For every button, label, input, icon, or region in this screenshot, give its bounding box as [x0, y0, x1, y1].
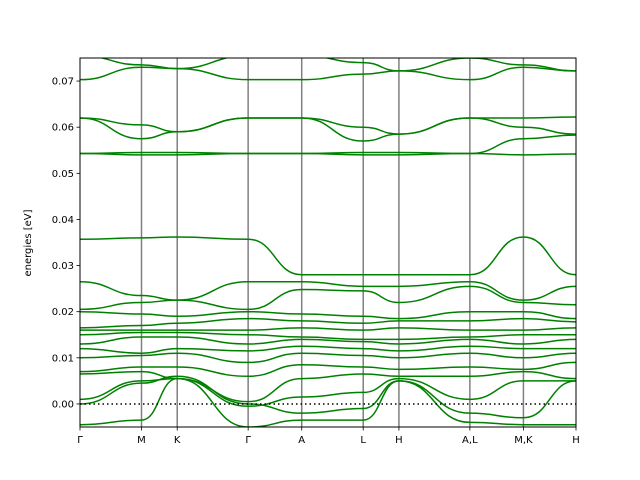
band-line	[80, 117, 576, 142]
plot-frame	[79, 57, 577, 428]
kpath-lines	[140, 58, 525, 427]
band-line	[80, 336, 576, 345]
x-tick-label: H	[395, 435, 403, 446]
band-line	[80, 345, 576, 354]
band-line	[98, 58, 576, 72]
band-line	[80, 285, 576, 311]
x-tick-label: A,L	[462, 435, 478, 446]
x-tick-label: H	[572, 435, 580, 446]
band-line	[80, 375, 576, 419]
y-tick-label: 0.05	[52, 169, 74, 180]
x-tick-label: Γ	[245, 435, 251, 446]
bands	[80, 58, 576, 427]
y-tick-label: 0.06	[52, 123, 74, 134]
y-tick-label: 0.01	[52, 353, 74, 364]
x-tick-label: L	[360, 435, 366, 446]
x-tick-label: M	[137, 435, 146, 446]
y-tick-label: 0.04	[52, 215, 74, 226]
band-line	[80, 331, 576, 341]
band-line	[80, 361, 576, 378]
x-tick-label: A	[298, 435, 305, 446]
band-line	[80, 280, 576, 301]
band-line	[80, 236, 576, 276]
y-tick-label: 0.00	[52, 399, 74, 410]
band-line	[80, 352, 576, 364]
y-tick-label: 0.02	[52, 307, 74, 318]
x-axis: Γ M K Γ A L H A,L M,K H	[77, 427, 580, 446]
x-tick-label: M,K	[514, 435, 533, 446]
band-line	[80, 370, 576, 403]
band-line	[80, 310, 576, 320]
band-line	[80, 377, 576, 427]
band-line	[80, 317, 576, 329]
y-axis: 0.00 0.01 0.02 0.03 0.04 0.05 0.06 0.07	[52, 77, 80, 410]
band-line	[80, 134, 576, 155]
band-line	[80, 66, 576, 81]
band-line	[80, 116, 576, 135]
band-line	[80, 327, 576, 331]
y-tick-label: 0.07	[52, 77, 74, 88]
x-tick-label: Γ	[77, 435, 83, 446]
x-tick-label: K	[174, 435, 181, 446]
y-tick-label: 0.03	[52, 261, 74, 272]
y-axis-label: energies [eV]	[23, 209, 34, 276]
band-line	[80, 152, 576, 156]
